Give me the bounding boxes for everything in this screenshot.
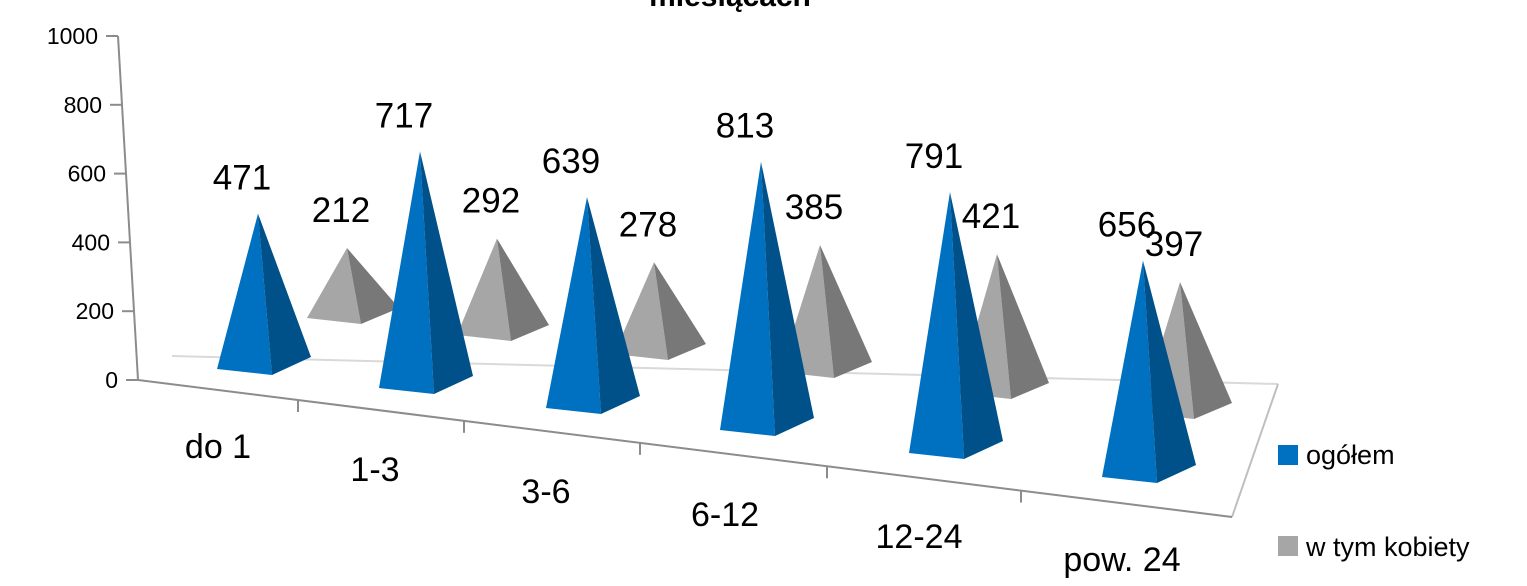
bar-ogolem-side-face xyxy=(587,197,640,414)
category-label: do 1 xyxy=(185,428,251,466)
bar-ogolem-side-face xyxy=(258,213,311,375)
floor-back-edge xyxy=(171,355,1279,385)
value-label-kobiety: 292 xyxy=(462,182,520,221)
y-tick-label: 1000 xyxy=(47,23,98,49)
legend: ogółem w tym kobiety xyxy=(1278,440,1470,562)
bar-kobiety-side-face xyxy=(820,244,872,378)
category-label: 3-6 xyxy=(521,473,570,511)
bar-ogolem-front-face xyxy=(1102,260,1157,483)
value-label-ogolem: 813 xyxy=(716,107,774,146)
legend-swatch-ogolem xyxy=(1278,445,1298,465)
y-tick-label: 800 xyxy=(64,92,102,118)
y-ticks: 0 200 400 600 800 1000 xyxy=(47,23,138,393)
bar-kobiety-side-face xyxy=(497,238,549,341)
y-axis-line xyxy=(117,35,139,381)
category-label: 6-12 xyxy=(691,496,759,534)
bar-ogolem-front-face xyxy=(909,191,964,459)
legend-label-kobiety: w tym kobiety xyxy=(1305,532,1470,562)
bars xyxy=(217,151,1232,483)
bar-ogolem-side-face xyxy=(1143,260,1196,483)
category-label: 12-24 xyxy=(876,518,963,556)
legend-swatch-kobiety xyxy=(1278,536,1298,556)
bar-kobiety-side-face xyxy=(654,262,706,360)
y-tick-label: 0 xyxy=(105,367,118,393)
bar-ogolem-front-face xyxy=(379,151,434,394)
bar-ogolem-side-face xyxy=(420,151,473,394)
floor-right-edge xyxy=(1231,383,1279,518)
axes xyxy=(117,35,1279,518)
value-labels: 212 292 278 385 421 397 471 717 639 813 791 656 xyxy=(213,96,1203,264)
bar-ogolem-side-face xyxy=(950,191,1003,459)
x-axis-line xyxy=(137,379,1233,518)
category-label: 1-3 xyxy=(350,451,399,489)
bar-ogolem-side-face xyxy=(761,161,814,436)
bar-kobiety-front-face xyxy=(307,248,361,324)
bar-ogolem-front-face xyxy=(720,161,775,436)
bar-kobiety-side-face xyxy=(347,248,399,324)
bar-kobiety-front-face xyxy=(457,238,511,341)
category-label: pow. 24 xyxy=(1063,541,1180,579)
value-label-kobiety: 421 xyxy=(962,197,1020,236)
value-label-kobiety: 278 xyxy=(619,205,677,244)
value-label-kobiety: 385 xyxy=(785,188,843,227)
value-label-ogolem: 471 xyxy=(213,159,271,198)
chart-title: miesiącach xyxy=(649,0,811,13)
value-label-ogolem: 639 xyxy=(542,142,600,181)
bar-ogolem-front-face xyxy=(546,197,601,414)
y-tick-label: 400 xyxy=(72,229,110,255)
bar-kobiety-side-face xyxy=(997,254,1049,399)
value-label-ogolem: 717 xyxy=(375,96,433,135)
value-label-ogolem: 791 xyxy=(905,137,963,176)
bar-kobiety-front-face xyxy=(614,262,668,360)
y-tick-label: 200 xyxy=(76,298,114,324)
x-ticks xyxy=(297,400,1022,503)
category-labels: do 1 1-3 3-6 6-12 12-24 pow. 24 xyxy=(185,428,1181,579)
value-label-kobiety: 397 xyxy=(1145,225,1203,264)
bar-ogolem-front-face xyxy=(217,213,272,375)
value-label-ogolem: 656 xyxy=(1098,206,1156,245)
value-label-kobiety: 212 xyxy=(312,191,370,230)
bar-kobiety-side-face xyxy=(1180,281,1232,419)
y-tick-label: 600 xyxy=(68,161,106,187)
legend-label-ogolem: ogółem xyxy=(1306,440,1395,470)
